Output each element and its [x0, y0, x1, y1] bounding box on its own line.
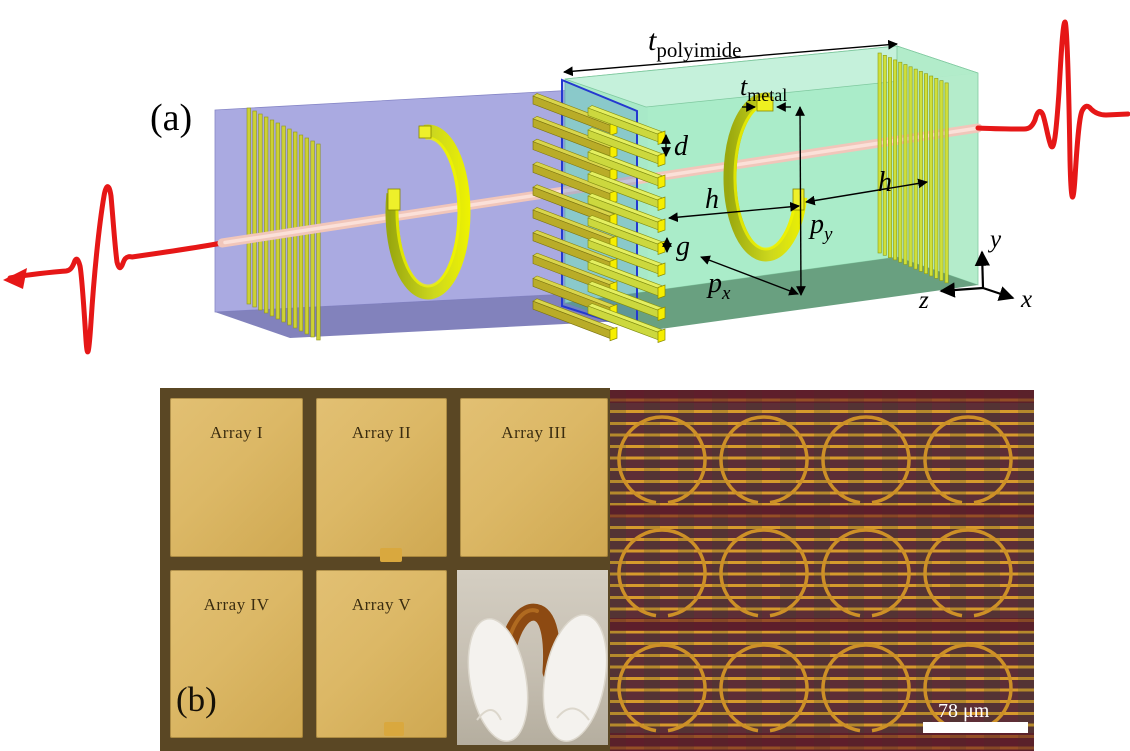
- thz-pulse-input: [975, 19, 1130, 200]
- p-y-arrow: [795, 106, 806, 296]
- p-y-label: py: [808, 209, 833, 245]
- scale-bar: 78 μm: [923, 700, 1028, 733]
- srr-ring-outlines: [617, 415, 1013, 733]
- g-label: g: [676, 231, 690, 262]
- scale-bar-label: 78 μm: [938, 700, 990, 722]
- t-polyimide-arrow: [563, 39, 898, 77]
- array-cell-4: Array IV: [170, 570, 303, 738]
- x-axis: [982, 286, 1015, 301]
- array-label: Array I: [209, 423, 264, 442]
- array-label: Array V: [351, 595, 412, 614]
- flex-film-drawing: [467, 603, 608, 743]
- axis-triad: y z x: [918, 226, 1032, 314]
- t-metal-label: tmetal: [740, 72, 787, 105]
- h-right-label: h: [878, 167, 892, 198]
- y-axis: [974, 250, 991, 289]
- h-left-arrow: [668, 201, 800, 223]
- srr-ring-left: [385, 124, 471, 300]
- p-x-label: px: [706, 268, 731, 304]
- micrograph: 78 μm: [610, 390, 1034, 751]
- glove-left: [467, 617, 529, 743]
- t-polyimide-label: tpolyimide: [648, 24, 742, 62]
- p-x-arrow: [700, 255, 799, 296]
- panel-a-schematic: tpolyimide tmetal d g h h py px y z x (a…: [3, 19, 1130, 355]
- thz-pulse-output: [3, 184, 225, 355]
- x-axis-label: x: [1020, 286, 1032, 313]
- panel-a-tag: (a): [150, 97, 192, 139]
- panel-b-tag: (b): [176, 680, 217, 719]
- connector-tab: [380, 548, 402, 562]
- glove-right: [542, 614, 608, 742]
- array-label: Array IV: [203, 595, 270, 614]
- z-axis: [939, 282, 984, 298]
- output-arrowhead-icon: [3, 268, 27, 289]
- scale-bar-rect: [923, 722, 1028, 733]
- array-cell-1: Array I: [170, 398, 303, 557]
- array-cell-3: Array III: [460, 398, 608, 557]
- array-label: Array III: [501, 423, 567, 442]
- connector-tab: [384, 722, 404, 736]
- dimension-annotations: [563, 39, 928, 296]
- array-cell-5: Array V: [316, 570, 447, 738]
- h-right-arrow: [805, 178, 928, 206]
- glove-fold: [476, 709, 502, 721]
- dark-lattice-bands: [610, 390, 1034, 751]
- d-label: d: [674, 131, 689, 162]
- z-axis-label: z: [918, 287, 929, 314]
- glove-fold: [556, 707, 590, 721]
- array-cell-2: Array II: [316, 398, 447, 557]
- array-photo: Array I Array II Array III Array IV Arra…: [160, 388, 610, 751]
- dimension-labels: tpolyimide tmetal d g h h py px: [648, 24, 892, 304]
- array-label: Array II: [351, 423, 412, 442]
- y-axis-label: y: [987, 226, 1002, 253]
- h-left-label: h: [705, 184, 719, 215]
- flex-film-photo: [457, 570, 608, 745]
- micrograph-overlay: 78 μm: [610, 390, 1034, 751]
